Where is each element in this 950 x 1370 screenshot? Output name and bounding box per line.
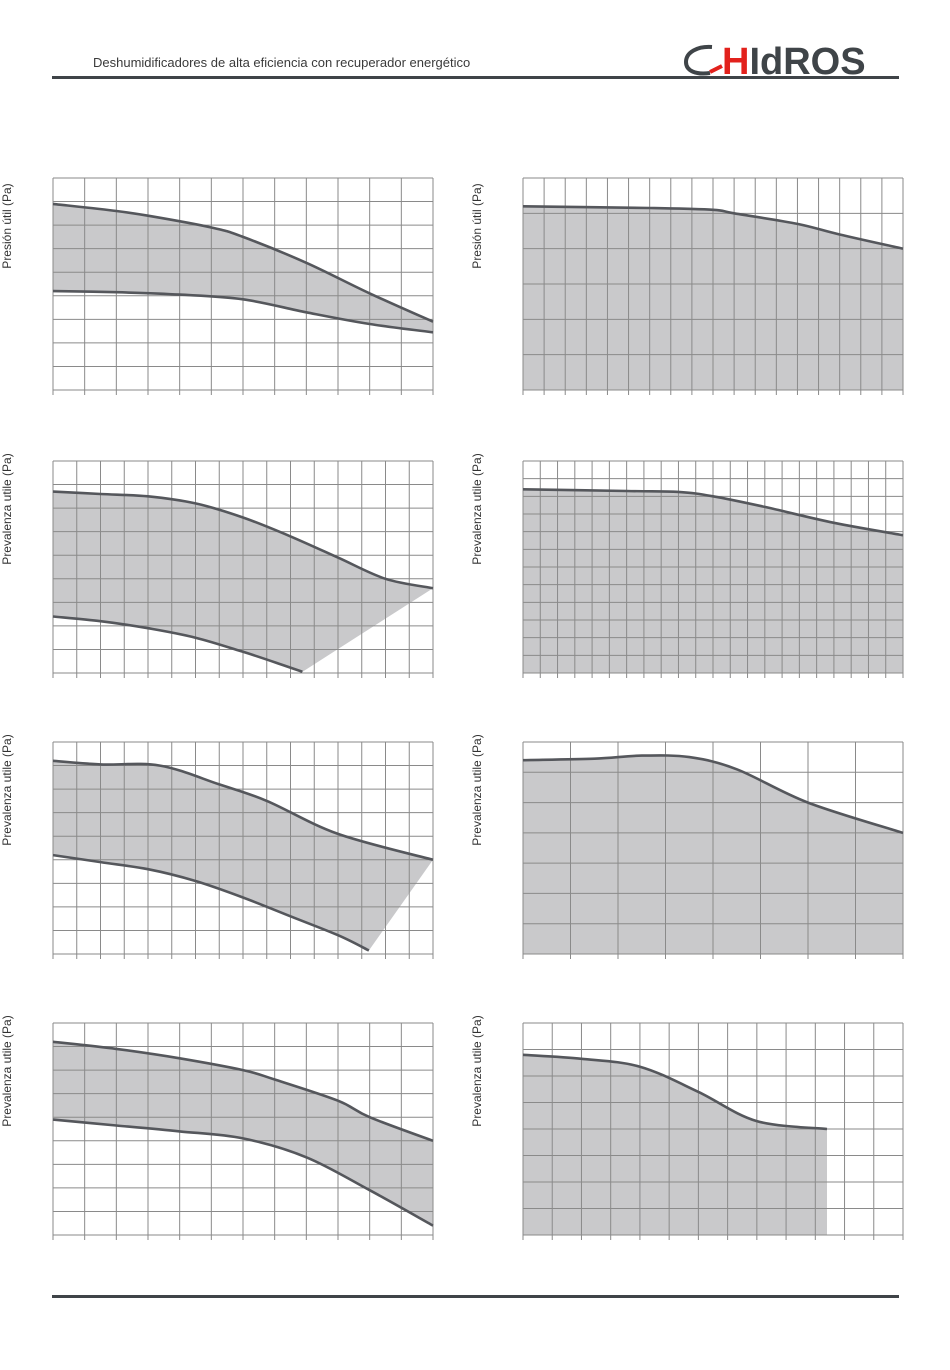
chart-5: Prevalenza utile (Pa) [0, 734, 434, 959]
upper-curve [52, 490, 434, 590]
upper-curve [522, 754, 904, 835]
lower-curve [52, 289, 434, 334]
chart-4: Prevalenza utile (Pa) [470, 453, 904, 678]
upper-curve [52, 759, 434, 862]
chart-8: Prevalenza utile (Pa) [470, 1015, 904, 1240]
chart-1: Presión útil (Pa) [0, 177, 434, 395]
hidros-logo: HIdROS [683, 41, 866, 80]
header-divider [52, 76, 899, 79]
logo-swoosh-icon [683, 44, 713, 76]
operating-band-area [523, 1054, 827, 1235]
upper-curve [52, 202, 434, 323]
y-axis-label: Prevalenza utile (Pa) [0, 453, 14, 564]
upper-curve [522, 1053, 828, 1131]
chart-2: Presión útil (Pa) [470, 177, 904, 395]
lower-curve [52, 1118, 434, 1227]
y-axis-label: Presión útil (Pa) [470, 183, 484, 268]
chart-7: Prevalenza utile (Pa) [0, 1015, 434, 1240]
upper-curve [522, 488, 904, 537]
logo-text: HIdROS [722, 41, 866, 80]
y-axis-label: Prevalenza utile (Pa) [470, 453, 484, 564]
footer-divider [52, 1295, 899, 1298]
y-axis-label: Prevalenza utile (Pa) [0, 1015, 14, 1126]
chart-6: Prevalenza utile (Pa) [470, 734, 904, 959]
y-axis-label: Prevalenza utile (Pa) [470, 734, 484, 845]
lower-curve [52, 853, 370, 952]
lower-curve [52, 615, 303, 674]
header-subtitle: Deshumidificadores de alta eficiencia co… [93, 55, 471, 70]
y-axis-label: Prevalenza utile (Pa) [0, 734, 14, 845]
chart-3: Prevalenza utile (Pa) [0, 453, 434, 678]
y-axis-label: Presión útil (Pa) [0, 183, 14, 268]
upper-curve [522, 205, 904, 250]
y-axis-label: Prevalenza utile (Pa) [470, 1015, 484, 1126]
upper-curve [52, 1040, 434, 1143]
